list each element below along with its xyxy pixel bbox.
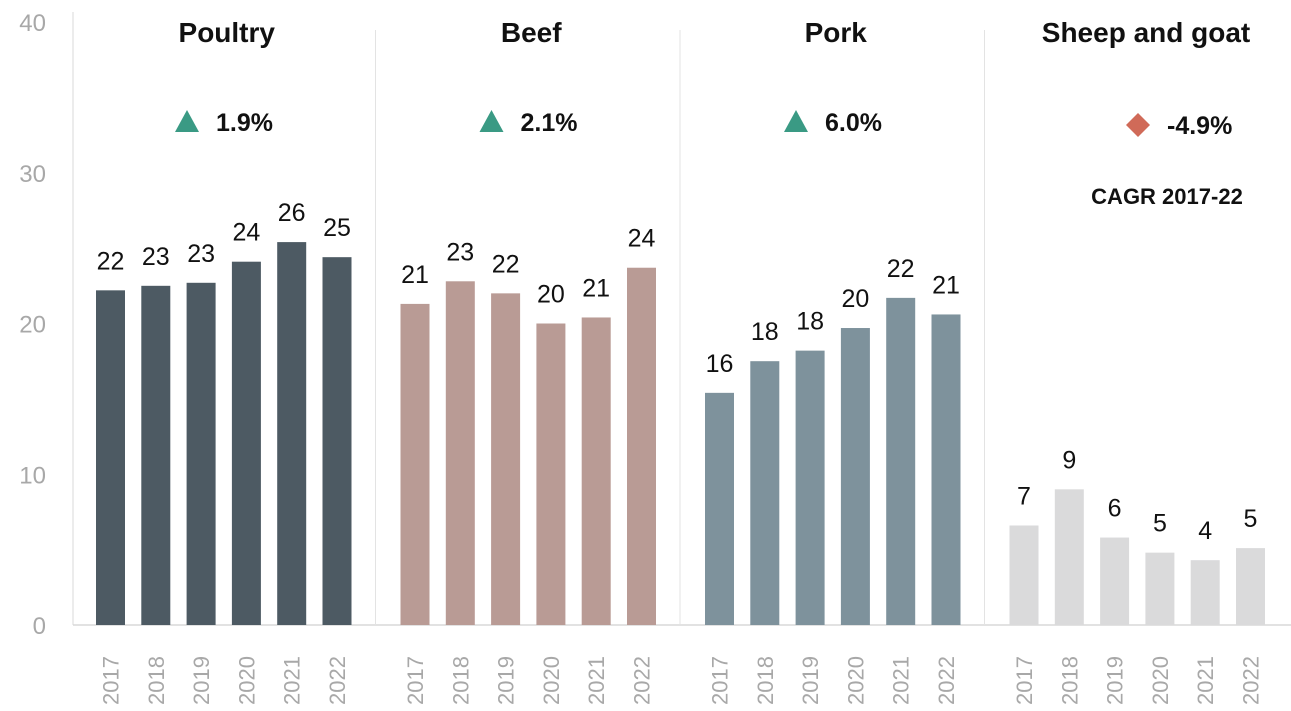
- x-tick-label: 2022: [325, 656, 350, 705]
- x-tick-label: 2019: [494, 656, 519, 705]
- cagr-up-triangle-icon: [175, 110, 199, 132]
- x-tick-label: 2021: [584, 656, 609, 705]
- data-label-pork-2020: 20: [841, 285, 869, 313]
- bar-poultry-2019: [186, 282, 216, 625]
- data-label-poultry-2022: 25: [323, 214, 351, 242]
- x-tick-label: 2019: [798, 656, 823, 705]
- bar-beef-2018: [445, 281, 475, 625]
- panel-title-pork: Pork: [805, 17, 868, 48]
- data-label-beef-2019: 22: [492, 250, 520, 278]
- x-tick-label: 2020: [234, 656, 259, 705]
- bar-beef-2020: [536, 323, 566, 625]
- data-label-beef-2017: 21: [401, 261, 429, 289]
- x-tick-label: 2021: [280, 656, 305, 705]
- bar-pork-2018: [750, 361, 780, 625]
- data-label-sheep-and-goat-2019: 6: [1108, 495, 1122, 523]
- data-label-poultry-2019: 23: [187, 240, 215, 268]
- data-label-pork-2018: 18: [751, 318, 779, 346]
- cagr-value-beef: 2.1%: [521, 109, 578, 137]
- y-tick-label: 10: [19, 462, 46, 489]
- bar-poultry-2017: [96, 290, 125, 625]
- x-tick-label: 2018: [1057, 656, 1082, 705]
- bar-sheep-and-goat-2021: [1190, 560, 1220, 625]
- cagr-down-diamond-icon: [1126, 113, 1150, 137]
- y-tick-label: 20: [19, 312, 46, 339]
- data-label-pork-2022: 21: [932, 271, 960, 299]
- data-label-sheep-and-goat-2017: 7: [1017, 483, 1031, 511]
- bar-beef-2017: [400, 303, 430, 625]
- bar-poultry-2022: [322, 257, 352, 625]
- bar-pork-2021: [886, 297, 916, 625]
- x-tick-label: 2018: [753, 656, 778, 705]
- data-label-sheep-and-goat-2018: 9: [1062, 446, 1076, 474]
- x-tick-label: 2022: [1239, 656, 1264, 705]
- x-tick-label: 2021: [1193, 656, 1218, 705]
- x-tick-label: 2018: [144, 656, 169, 705]
- cagr-up-triangle-icon: [479, 110, 504, 132]
- bar-sheep-and-goat-2018: [1054, 489, 1084, 625]
- data-label-beef-2022: 24: [628, 225, 656, 253]
- cagr-value-poultry: 1.9%: [216, 109, 273, 137]
- data-label-pork-2017: 16: [706, 350, 734, 378]
- cagr-value-pork: 6.0%: [825, 109, 882, 137]
- bar-sheep-and-goat-2022: [1236, 548, 1265, 625]
- x-tick-label: 2019: [1103, 656, 1128, 705]
- bar-sheep-and-goat-2020: [1145, 552, 1175, 625]
- data-label-beef-2021: 21: [582, 274, 610, 302]
- x-tick-label: 2017: [403, 656, 428, 705]
- data-label-sheep-and-goat-2022: 5: [1244, 505, 1258, 533]
- x-tick-label: 2021: [889, 656, 914, 705]
- bar-pork-2020: [840, 328, 870, 625]
- y-tick-label: 0: [33, 613, 46, 640]
- bar-poultry-2021: [277, 242, 307, 625]
- x-tick-label: 2022: [630, 656, 655, 705]
- bar-sheep-and-goat-2017: [1009, 525, 1039, 625]
- y-tick-label: 30: [19, 161, 46, 188]
- x-tick-label: 2017: [1012, 656, 1037, 705]
- panel-title-sheep-and-goat: Sheep and goat: [1042, 17, 1250, 48]
- bar-pork-2017: [705, 392, 734, 625]
- bar-beef-2022: [627, 267, 656, 625]
- x-tick-label: 2020: [1148, 656, 1173, 705]
- x-tick-label: 2017: [708, 656, 733, 705]
- cagr-period-note: CAGR 2017-22: [1091, 184, 1243, 209]
- bar-pork-2019: [795, 350, 825, 625]
- cagr-value-sheep-and-goat: -4.9%: [1167, 112, 1232, 140]
- bar-poultry-2020: [231, 261, 261, 625]
- bar-poultry-2018: [141, 285, 171, 625]
- panel-title-beef: Beef: [501, 17, 562, 48]
- x-tick-label: 2020: [539, 656, 564, 705]
- bar-beef-2019: [491, 293, 521, 625]
- x-tick-label: 2018: [448, 656, 473, 705]
- data-label-poultry-2018: 23: [142, 243, 170, 271]
- bar-beef-2021: [581, 317, 611, 625]
- x-tick-label: 2019: [189, 656, 214, 705]
- data-label-poultry-2017: 22: [97, 247, 125, 275]
- data-label-pork-2021: 22: [887, 255, 915, 283]
- data-label-sheep-and-goat-2020: 5: [1153, 510, 1167, 538]
- panel-title-poultry: Poultry: [179, 17, 276, 48]
- bar-sheep-and-goat-2019: [1100, 537, 1130, 625]
- cagr-up-triangle-icon: [784, 110, 808, 132]
- x-tick-label: 2017: [99, 656, 124, 705]
- data-label-sheep-and-goat-2021: 4: [1198, 517, 1212, 545]
- bar-pork-2022: [931, 314, 961, 625]
- data-label-pork-2019: 18: [796, 308, 824, 336]
- y-tick-label: 40: [19, 10, 46, 37]
- data-label-poultry-2020: 24: [232, 219, 260, 247]
- data-label-poultry-2021: 26: [278, 199, 306, 227]
- data-label-beef-2018: 23: [446, 238, 474, 266]
- x-tick-label: 2022: [934, 656, 959, 705]
- data-label-beef-2020: 20: [537, 281, 565, 309]
- x-tick-label: 2020: [843, 656, 868, 705]
